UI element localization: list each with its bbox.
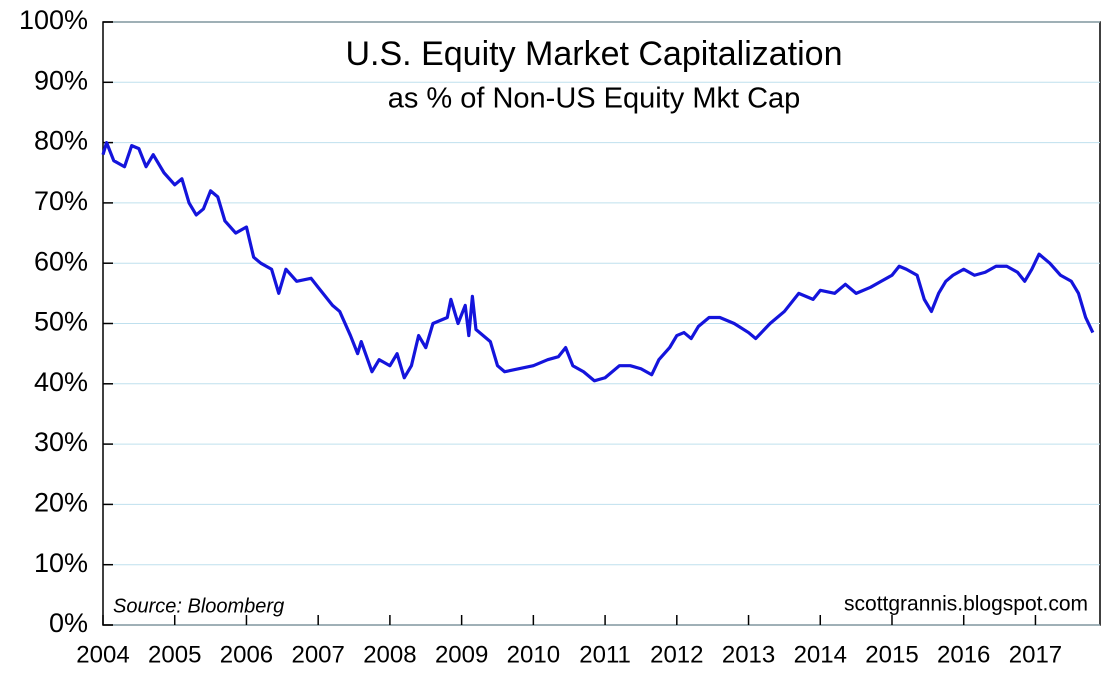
y-tick-label: 40% (34, 367, 88, 397)
chart-title: U.S. Equity Market Capitalization (346, 35, 843, 73)
y-tick-label: 60% (34, 246, 88, 276)
x-tick-label: 2017 (1009, 641, 1062, 668)
x-tick-label: 2010 (507, 641, 560, 668)
y-tick-label: 100% (19, 5, 88, 35)
y-tick-label: 80% (34, 126, 88, 156)
y-tick-label: 20% (34, 488, 88, 518)
y-tick-label: 90% (34, 65, 88, 95)
x-tick-label: 2013 (722, 641, 775, 668)
data-line (101, 141, 1095, 383)
chart-subtitle: as % of Non-US Equity Mkt Cap (388, 83, 801, 115)
y-tick-label: 70% (34, 186, 88, 216)
credit-note: scottgrannis.blogspot.com (844, 593, 1088, 616)
x-tick-label: 2016 (937, 641, 990, 668)
x-tick-label: 2005 (148, 641, 201, 668)
x-tick-label: 2006 (220, 641, 273, 668)
y-tick-label: 10% (34, 548, 88, 578)
x-tick-label: 2014 (794, 641, 847, 668)
x-tick-label: 2004 (76, 641, 129, 668)
x-tick-label: 2015 (865, 641, 918, 668)
x-tick-label: 2011 (579, 641, 631, 668)
x-tick-label: 2012 (650, 641, 703, 668)
y-tick-label: 0% (49, 608, 88, 638)
source-note: Source: Bloomberg (113, 595, 284, 617)
y-tick-label: 50% (34, 307, 88, 337)
y-tick-label: 30% (34, 427, 88, 457)
x-tick-label: 2009 (435, 641, 488, 668)
x-tick-label: 2008 (363, 641, 416, 668)
x-tick-label: 2007 (291, 641, 344, 668)
